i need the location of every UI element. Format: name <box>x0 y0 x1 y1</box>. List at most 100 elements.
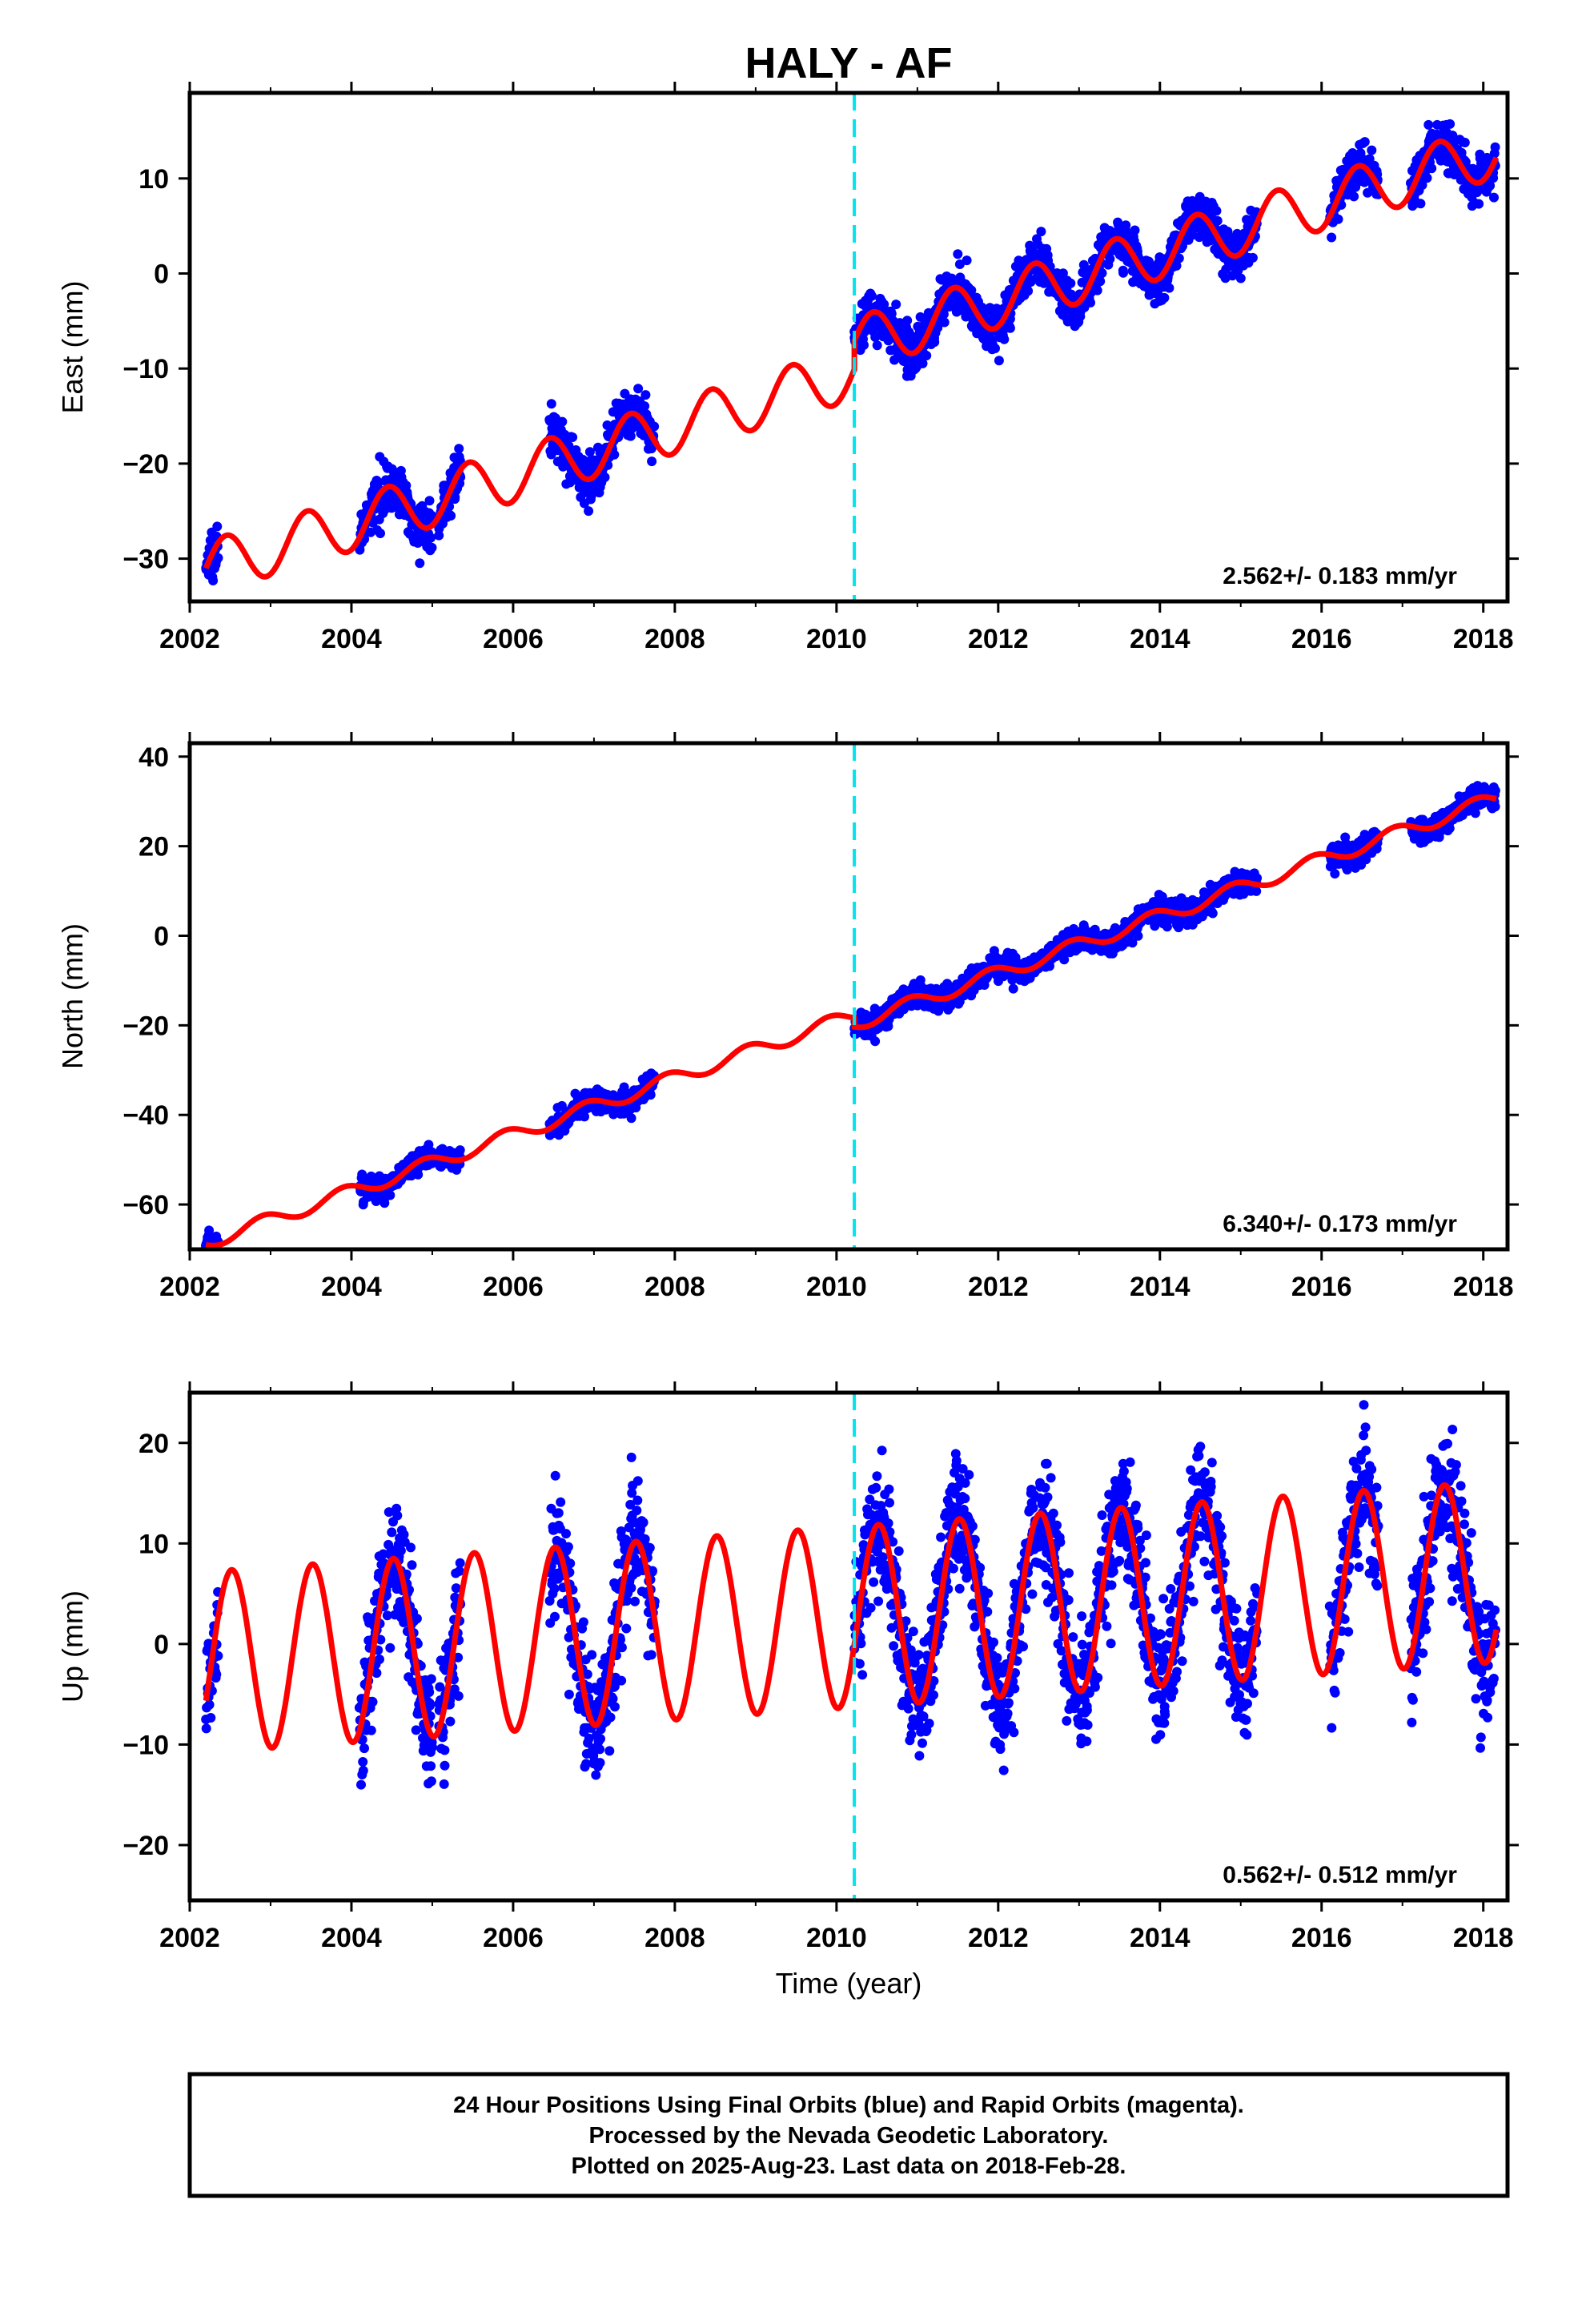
east-data-point <box>1247 252 1258 263</box>
east-data-point <box>962 255 972 266</box>
east-data-point <box>415 558 425 569</box>
east-data-point <box>427 542 437 553</box>
north-data-point <box>1251 886 1262 896</box>
north-data-point <box>870 1036 881 1047</box>
x-tick-label: 2006 <box>483 1272 544 1302</box>
east-data-point <box>426 533 436 543</box>
north-data-point <box>1330 869 1340 879</box>
y-tick-label: −20 <box>122 1011 169 1041</box>
east-data-point <box>1417 180 1427 191</box>
east-data-point <box>1058 268 1068 279</box>
up-data-point <box>391 1503 402 1514</box>
east-data-point <box>557 416 568 427</box>
east-data-point <box>212 521 223 532</box>
east-data-point <box>1078 259 1089 270</box>
x-tick-label: 2018 <box>1453 1272 1514 1302</box>
north-data-point <box>455 1145 465 1156</box>
up-data-point <box>201 1723 211 1734</box>
up-data-point <box>549 1583 560 1594</box>
east-data-point <box>568 432 578 442</box>
north-data-point <box>1490 802 1500 812</box>
y-tick-label: −30 <box>122 545 169 575</box>
up-data-point <box>204 1699 215 1710</box>
north-data-point <box>883 1021 893 1031</box>
x-tick-label: 2010 <box>806 624 867 654</box>
up-data-point <box>382 1610 392 1621</box>
east-data-point <box>921 351 932 360</box>
up-data-point <box>399 1530 409 1540</box>
east-data-point <box>938 309 949 320</box>
up-data-point <box>553 1508 564 1518</box>
y-tick-label: −10 <box>122 354 169 384</box>
y-tick-label: −40 <box>122 1100 169 1131</box>
up-data-point <box>435 1682 445 1692</box>
x-tick-label: 2012 <box>968 1272 1029 1302</box>
east-data-point <box>1092 285 1102 296</box>
east-data-point <box>584 506 594 517</box>
up-data-point <box>383 1507 394 1518</box>
east-data-point <box>866 291 877 301</box>
north-data-point <box>1444 823 1455 834</box>
north-data-point <box>1174 923 1184 933</box>
east-data-point <box>1211 206 1222 216</box>
north-data-point <box>1008 983 1018 994</box>
north-data-point <box>1207 908 1218 919</box>
up-data-point <box>550 1611 560 1622</box>
up-data-point <box>406 1542 416 1553</box>
up-data-point <box>426 1674 436 1684</box>
east-data-point <box>1447 131 1458 141</box>
up-data-point <box>440 1745 450 1755</box>
figure-title: HALY - AF <box>745 39 952 87</box>
east-data-point <box>1367 145 1377 155</box>
east-data-point <box>1005 323 1015 333</box>
north-y-axis-label: North (mm) <box>56 923 89 1069</box>
east-data-point <box>1174 253 1184 263</box>
north-data-point <box>1090 924 1100 935</box>
up-data-point <box>385 1642 396 1653</box>
east-data-point <box>872 340 882 351</box>
north-rate-annotation: 6.340+/- 0.173 mm/yr <box>1223 1211 1457 1237</box>
east-data-point <box>584 447 595 457</box>
east-data-point <box>355 545 365 555</box>
up-data-point <box>359 1743 369 1754</box>
east-data-point <box>1427 163 1437 174</box>
up-data-point <box>412 1614 422 1624</box>
up-data-point <box>550 1470 560 1481</box>
east-data-point <box>1422 173 1432 183</box>
east-data-point <box>1489 192 1499 203</box>
up-data-point <box>366 1725 376 1735</box>
up-data-point <box>407 1560 417 1570</box>
east-data-point <box>1212 215 1223 226</box>
up-data-point <box>213 1651 223 1661</box>
up-data-point <box>387 1527 397 1538</box>
east-data-point <box>859 340 869 350</box>
up-data-point <box>454 1566 464 1576</box>
east-data-point <box>870 332 881 342</box>
east-y-axis-label: East (mm) <box>56 281 89 414</box>
east-data-point <box>424 496 435 506</box>
north-data-point <box>1252 873 1263 883</box>
east-data-point <box>373 477 383 488</box>
east-rate-annotation: 2.562+/- 0.183 mm/yr <box>1223 563 1457 589</box>
north-data-point <box>1470 808 1480 818</box>
east-data-point <box>1485 180 1496 191</box>
up-data-point <box>392 1510 403 1521</box>
up-data-point <box>371 1668 382 1679</box>
east-data-point <box>640 390 651 400</box>
east-data-point <box>915 312 926 322</box>
up-data-point <box>564 1689 574 1699</box>
up-data-point <box>561 1529 571 1539</box>
x-tick-label: 2016 <box>1291 1272 1352 1302</box>
up-data-point <box>356 1779 366 1790</box>
x-tick-label: 2002 <box>159 1272 220 1302</box>
up-data-point <box>411 1725 421 1735</box>
north-model-curve <box>205 794 1497 1248</box>
up-panel: 2002 2004 2006 2008 2010 2012 2014 2016 2018−20−… <box>56 1381 1519 1953</box>
up-data-point <box>426 1776 436 1787</box>
east-data-point <box>994 356 1004 366</box>
up-data-point <box>424 1687 435 1697</box>
east-data-point <box>933 323 943 333</box>
up-data-point <box>375 1655 384 1664</box>
east-data-point <box>1235 273 1246 283</box>
up-data-point <box>428 1742 437 1752</box>
